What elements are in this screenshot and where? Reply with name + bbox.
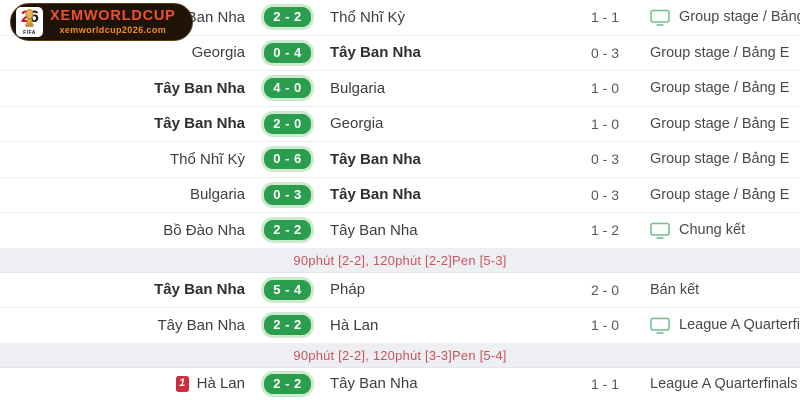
stage-label: Group stage / Bảng E <box>650 151 790 168</box>
score-badge: 2 - 2 <box>264 373 311 394</box>
match-row[interactable]: Tây Ban Nha 5 - 4 Pháp 2 - 0 Bán kết <box>0 272 800 308</box>
match-row[interactable]: Bồ Đào Nha 2 - 2 Tây Ban Nha 1 - 2 Chung… <box>0 213 800 249</box>
extra-time-note: 90phút [2-2], 120phút [3-3]Pen [5-4] <box>293 347 507 363</box>
away-team: Hà Lan <box>330 316 379 334</box>
emblem-number: 26 <box>21 7 39 26</box>
away-team: Tây Ban Nha <box>330 150 421 168</box>
away-team: Tây Ban Nha <box>330 221 418 239</box>
score-badge: 2 - 2 <box>264 315 311 336</box>
score-badge: 2 - 0 <box>264 113 311 134</box>
home-team: Tây Ban Nha <box>154 79 245 97</box>
halftime-score: 1 - 2 <box>590 222 619 239</box>
home-team: Bulgaria <box>189 186 245 204</box>
red-card-badge: 1 <box>175 375 189 392</box>
away-team: Tây Ban Nha <box>330 186 421 204</box>
trophy-icon <box>25 9 34 27</box>
halftime-score: 1 - 0 <box>590 317 619 334</box>
stage-label: Group stage / Bảng E <box>679 9 800 26</box>
halftime-score: 0 - 3 <box>590 44 619 61</box>
halftime-score: 1 - 1 <box>590 375 619 392</box>
stage-label: Group stage / Bảng E <box>650 80 790 97</box>
stage-label: Chung kết <box>679 222 746 239</box>
home-team: Hà Lan <box>196 375 245 393</box>
tv-icon <box>650 9 670 26</box>
stage-label: Group stage / Bảng E <box>650 186 790 203</box>
match-row[interactable]: Tây Ban Nha 2 - 2 Hà Lan 1 - 0 League A … <box>0 308 800 344</box>
match-row[interactable]: Georgia 0 - 4 Tây Ban Nha 0 - 3 Group st… <box>0 35 800 71</box>
stage-label: Group stage / Bảng E <box>650 115 790 132</box>
tv-icon <box>650 222 670 239</box>
home-team: Tây Ban Nha <box>154 281 245 299</box>
score-badge: 0 - 4 <box>264 42 311 63</box>
match-row[interactable]: Tây Ban Nha 4 - 0 Bulgaria 1 - 0 Group s… <box>0 71 800 107</box>
match-row[interactable]: Thổ Nhĩ Kỳ 0 - 6 Tây Ban Nha 0 - 3 Group… <box>0 142 800 178</box>
note-row: 90phút [2-2], 120phút [2-2]Pen [5-3] <box>0 248 800 273</box>
world-cup-trophy-icon: 26 FIFA <box>16 7 43 37</box>
home-team: Thổ Nhĩ Kỳ <box>169 150 245 168</box>
home-team: Tây Ban Nha <box>157 316 245 334</box>
away-team: Tây Ban Nha <box>330 44 421 62</box>
away-team: Bulgaria <box>330 79 386 97</box>
home-team: Georgia <box>191 44 245 62</box>
away-team: Georgia <box>330 115 384 133</box>
logo-domain: xemworldcup2026.com <box>59 25 167 36</box>
site-logo[interactable]: 26 FIFA XEMWORLDCUP xemworldcup2026.com <box>10 3 193 41</box>
tv-icon <box>650 317 670 334</box>
stage-label: League A Quarterfinals <box>679 317 800 334</box>
note-row: 90phút [2-2], 120phút [3-3]Pen [5-4] <box>0 343 800 368</box>
away-team: Tây Ban Nha <box>330 375 418 393</box>
logo-title: XEMWORLDCUP <box>50 8 176 25</box>
halftime-score: 1 - 1 <box>590 9 619 26</box>
halftime-score: 1 - 0 <box>590 80 619 97</box>
stage-label: League A Quarterfinals <box>650 375 798 392</box>
score-badge: 4 - 0 <box>264 78 311 99</box>
halftime-score: 0 - 3 <box>590 186 619 203</box>
stage-label: Bán kết <box>650 281 700 298</box>
score-badge: 0 - 6 <box>264 149 311 170</box>
extra-time-note: 90phút [2-2], 120phút [2-2]Pen [5-3] <box>293 252 507 268</box>
score-badge: 2 - 2 <box>264 7 311 28</box>
away-team: Thổ Nhĩ Kỳ <box>330 8 406 26</box>
halftime-score: 1 - 0 <box>590 115 619 132</box>
stage-label: Group stage / Bảng E <box>650 44 790 61</box>
score-badge: 0 - 3 <box>264 184 311 205</box>
score-badge: 2 - 2 <box>264 220 311 241</box>
emblem-fifa-text: FIFA <box>23 30 36 36</box>
match-row[interactable]: 1 Hà Lan 2 - 2 Tây Ban Nha 1 - 1 League … <box>0 367 800 400</box>
away-team: Pháp <box>330 281 366 299</box>
score-badge: 5 - 4 <box>264 279 311 300</box>
match-row[interactable]: Tây Ban Nha 2 - 0 Georgia 1 - 0 Group st… <box>0 106 800 142</box>
home-team: Tây Ban Nha <box>154 115 245 133</box>
home-team: Bồ Đào Nha <box>163 221 245 239</box>
match-row[interactable]: Bulgaria 0 - 3 Tây Ban Nha 0 - 3 Group s… <box>0 177 800 213</box>
halftime-score: 2 - 0 <box>590 281 619 298</box>
halftime-score: 0 - 3 <box>590 151 619 168</box>
